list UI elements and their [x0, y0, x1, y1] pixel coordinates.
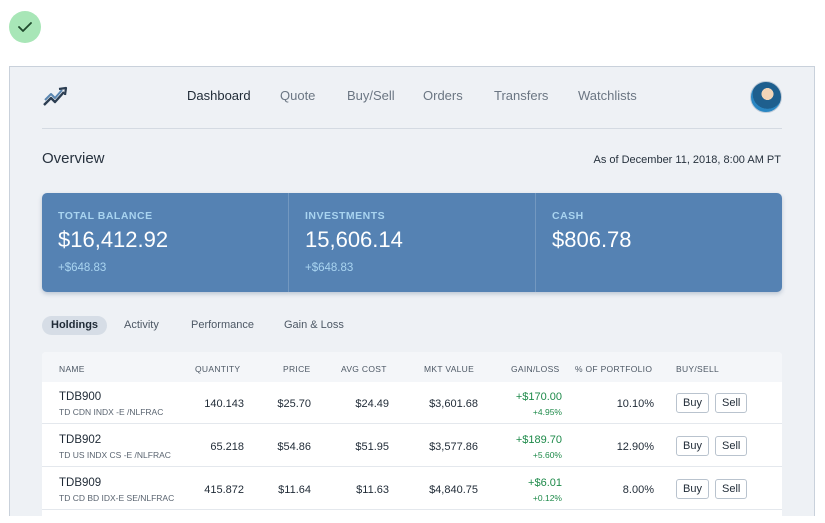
row-gain-pct: +5.60%: [532, 450, 562, 460]
row-description: TD CD BD IDX-E SE/NLFRAC: [59, 493, 175, 503]
row-gain: +$170.00: [515, 391, 562, 403]
total-balance-label: TOTAL BALANCE: [58, 210, 153, 222]
row-avg-cost: $51.95: [355, 441, 389, 453]
row-description: TD CDN INDX -E /NLFRAC: [59, 407, 164, 417]
sell-button[interactable]: Sell: [715, 436, 748, 456]
col-quantity: QUANTITY: [195, 364, 241, 374]
row-symbol: TDB900: [59, 391, 102, 403]
row-mkt-value: $3,577.86: [429, 441, 478, 453]
row-description: TD US INDX CS -E /NLFRAC: [59, 450, 171, 460]
col-price: PRICE: [283, 364, 311, 374]
balance-summary-panel: TOTAL BALANCE $16,412.92 +$648.83 INVEST…: [42, 193, 782, 292]
total-balance-value: $16,412.92: [58, 227, 169, 252]
user-avatar[interactable]: [750, 81, 782, 113]
table-row[interactable]: TDB909 TD CD BD IDX-E SE/NLFRAC 415.872 …: [42, 468, 782, 510]
row-quantity: 415.872: [204, 484, 244, 496]
tab-gain-loss[interactable]: Gain & Loss: [284, 319, 344, 331]
sell-button[interactable]: Sell: [715, 479, 748, 499]
col-mkt-value: MKT VALUE: [424, 364, 475, 374]
tab-performance[interactable]: Performance: [191, 319, 254, 331]
row-price: $54.86: [277, 441, 311, 453]
table-header: NAME QUANTITY PRICE AVG COST MKT VALUE G…: [42, 352, 782, 382]
nav-transfers[interactable]: Transfers: [494, 88, 549, 103]
tab-holdings[interactable]: Holdings: [42, 316, 108, 335]
row-gain-pct: +4.95%: [532, 407, 562, 417]
cash-label: CASH: [552, 210, 584, 222]
investments-label: INVESTMENTS: [305, 210, 386, 222]
col-gain-loss: GAIN/LOSS: [511, 364, 560, 374]
nav-watchlists[interactable]: Watchlists: [578, 88, 637, 103]
row-price: $11.64: [278, 484, 311, 496]
total-balance-change: +$648.83: [58, 262, 107, 274]
page-title: Overview: [42, 150, 105, 167]
row-gain: +$6.01: [528, 477, 562, 489]
trend-up-logo-icon[interactable]: [42, 85, 70, 109]
row-mkt-value: $4,840.75: [429, 484, 478, 496]
sell-button[interactable]: Sell: [715, 393, 748, 413]
row-quantity: 65.218: [210, 441, 244, 453]
buy-button[interactable]: Buy: [676, 479, 709, 499]
row-mkt-value: $3,601.68: [429, 398, 478, 410]
cash-value: $806.78: [552, 227, 632, 252]
row-avg-cost: $24.49: [355, 398, 389, 410]
nav-orders[interactable]: Orders: [423, 88, 463, 103]
row-gain: +$189.70: [515, 434, 562, 446]
row-price: $25.70: [277, 398, 311, 410]
row-avg-cost: $11.63: [356, 484, 389, 496]
nav-quote[interactable]: Quote: [280, 88, 316, 103]
table-row[interactable]: TDB900 TD CDN INDX -E /NLFRAC 140.143 $2…: [42, 382, 782, 424]
row-symbol: TDB909: [59, 477, 102, 489]
investments-value: 15,606.14: [305, 227, 403, 252]
investments-card: INVESTMENTS 15,606.14 +$648.83: [289, 193, 536, 292]
col-buy-sell: BUY/SELL: [676, 364, 720, 374]
row-gain-pct: +0.12%: [532, 493, 562, 503]
buy-button[interactable]: Buy: [676, 393, 709, 413]
col-avg-cost: AVG COST: [341, 364, 387, 374]
buy-button[interactable]: Buy: [676, 436, 709, 456]
row-portfolio-pct: 8.00%: [622, 484, 654, 496]
row-symbol: TDB902: [59, 434, 102, 446]
total-balance-card: TOTAL BALANCE $16,412.92 +$648.83: [42, 193, 289, 292]
investments-change: +$648.83: [305, 262, 354, 274]
cash-card: CASH $806.78: [536, 193, 782, 292]
table-row[interactable]: TDB902 TD US INDX CS -E /NLFRAC 65.218 $…: [42, 425, 782, 467]
app-window: Dashboard Quote Buy/Sell Orders Transfer…: [9, 66, 815, 516]
as-of-timestamp: As of December 11, 2018, 8:00 AM PT: [593, 154, 781, 166]
row-portfolio-pct: 12.90%: [616, 441, 654, 453]
top-navigation: Dashboard Quote Buy/Sell Orders Transfer…: [42, 67, 782, 129]
col-name: NAME: [59, 364, 85, 374]
row-quantity: 140.143: [204, 398, 244, 410]
nav-dashboard[interactable]: Dashboard: [187, 88, 251, 103]
col-portfolio-pct: % OF PORTFOLIO: [575, 364, 653, 374]
holdings-table: NAME QUANTITY PRICE AVG COST MKT VALUE G…: [42, 352, 782, 516]
success-check-icon: [9, 11, 41, 43]
row-portfolio-pct: 10.10%: [616, 398, 654, 410]
nav-buy-sell[interactable]: Buy/Sell: [347, 88, 395, 103]
tab-activity[interactable]: Activity: [124, 319, 159, 331]
